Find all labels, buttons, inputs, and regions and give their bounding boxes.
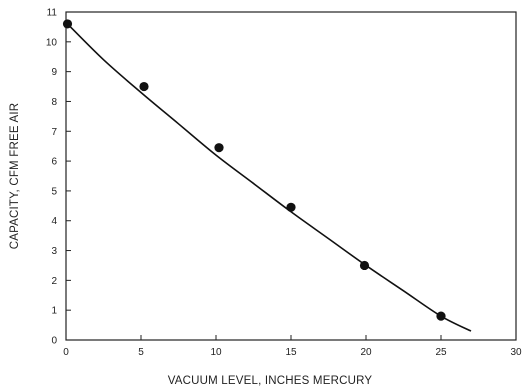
y-tick-label: 9	[51, 67, 57, 78]
plot-frame	[65, 11, 517, 341]
x-tick-label: 0	[63, 347, 69, 358]
y-tick-label: 6	[51, 157, 57, 168]
y-tick-label: 11	[47, 8, 58, 19]
y-tick-label: 10	[46, 37, 58, 48]
y-tick-label: 2	[51, 276, 57, 287]
fit-curve-line	[66, 23, 472, 332]
x-tick-label: 5	[138, 347, 144, 358]
x-tick-label: 10	[210, 347, 222, 358]
y-tick-label: 0	[51, 336, 57, 347]
x-axis-title: VACUUM LEVEL, INCHES MERCURY	[168, 375, 373, 387]
y-tick-label: 7	[51, 127, 57, 138]
y-tick-label: 5	[51, 186, 57, 197]
y-axis-title: CAPACITY, CFM FREE AIR	[9, 103, 21, 249]
data-point	[62, 19, 73, 29]
ticks-layer	[65, 11, 517, 341]
data-points-layer	[62, 19, 446, 321]
y-tick-label: 4	[51, 216, 57, 227]
y-tick-label: 1	[51, 306, 57, 317]
data-point	[359, 260, 370, 271]
data-point	[139, 81, 149, 92]
y-tick-label: 3	[51, 246, 57, 257]
y-tick-label: 8	[51, 97, 57, 108]
x-tick-label: 20	[360, 347, 372, 358]
data-point	[286, 202, 296, 212]
data-point	[436, 311, 446, 321]
tick-labels-layer: 0 5 10 15 20 25 30 0 1 2 3 4 5 6 7 8 9 10 11	[46, 8, 522, 359]
data-point	[214, 143, 224, 153]
x-tick-label: 15	[285, 347, 297, 358]
x-tick-label: 30	[510, 347, 522, 358]
x-tick-label: 25	[435, 347, 447, 358]
